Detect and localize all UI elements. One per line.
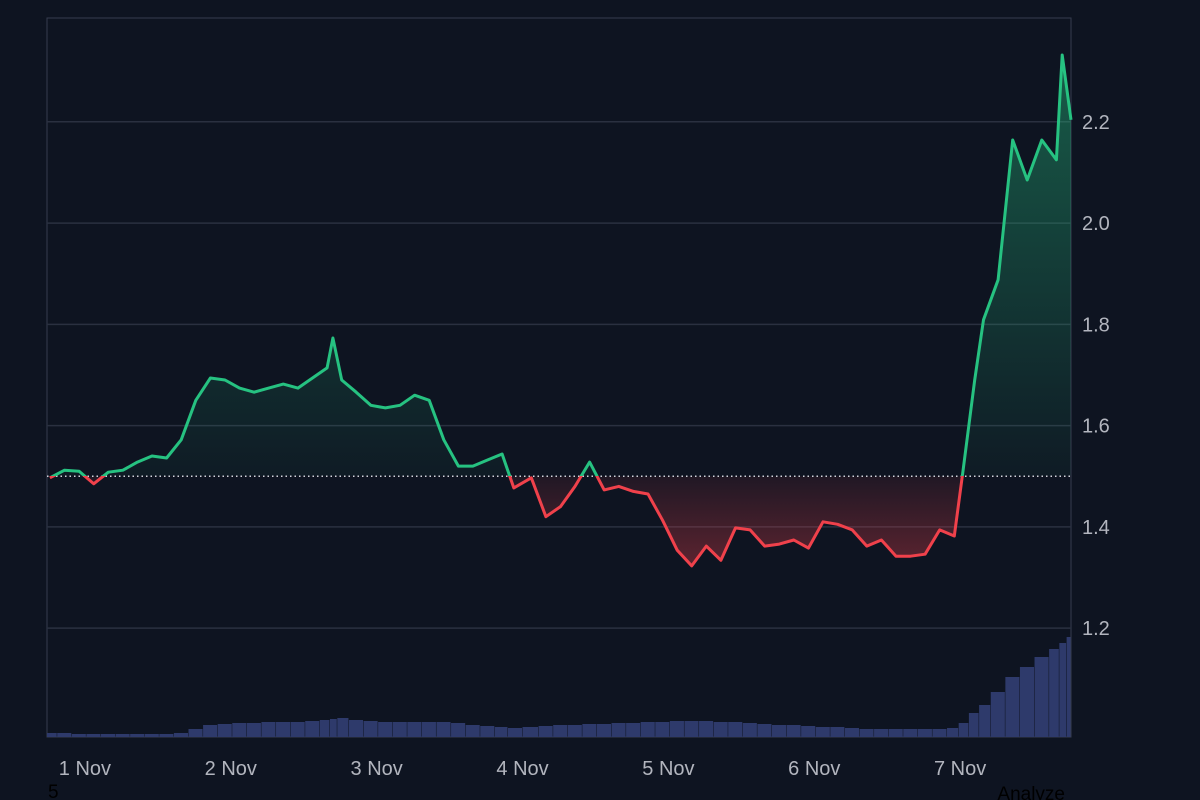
volume-bar bbox=[57, 733, 72, 737]
volume-bar bbox=[815, 727, 830, 737]
volume-bar bbox=[669, 721, 684, 737]
volume-bar bbox=[1066, 637, 1071, 737]
volume-bar bbox=[1049, 649, 1059, 737]
volume-bar bbox=[874, 729, 889, 737]
volume-bar bbox=[144, 734, 159, 737]
volume-bar bbox=[968, 713, 979, 737]
volume-bar bbox=[276, 722, 291, 737]
volume-bar bbox=[979, 705, 991, 737]
x-tick-label: 1 Nov bbox=[59, 758, 111, 780]
volume-bar bbox=[494, 727, 508, 737]
volume-bar bbox=[465, 725, 480, 737]
volume-bar bbox=[71, 734, 86, 737]
volume-bar bbox=[407, 722, 422, 737]
volume-bar bbox=[436, 722, 451, 737]
volume-bar bbox=[203, 725, 218, 737]
x-tick-label: 6 Nov bbox=[788, 758, 840, 780]
volume-bar bbox=[626, 723, 641, 737]
plot-frame bbox=[46, 17, 1072, 738]
volume-bar bbox=[801, 726, 816, 737]
volume-bar bbox=[47, 733, 57, 737]
volume-bar bbox=[305, 721, 320, 737]
volume-bar bbox=[261, 722, 276, 737]
y-tick-label: 1.2 bbox=[1082, 618, 1110, 640]
volume-bar bbox=[728, 722, 743, 737]
volume-bar bbox=[958, 723, 969, 737]
volume-bar bbox=[947, 728, 959, 737]
volume-bar bbox=[1059, 643, 1067, 737]
volume-bar bbox=[553, 725, 568, 737]
volume-bar bbox=[507, 728, 523, 737]
volume-bar bbox=[378, 722, 393, 737]
price-line bbox=[49, 53, 1073, 568]
volume-bar bbox=[786, 725, 801, 737]
volume-bar bbox=[1034, 657, 1049, 737]
volume-bar bbox=[1019, 667, 1035, 737]
volume-bar bbox=[611, 723, 626, 737]
volume-bar bbox=[392, 722, 407, 737]
volume-bar bbox=[173, 733, 188, 737]
volume-bar bbox=[742, 723, 757, 737]
volume-bar bbox=[1005, 677, 1020, 737]
volume-bar bbox=[903, 729, 918, 737]
y-tick-label: 2.2 bbox=[1082, 112, 1110, 134]
volume-bar bbox=[917, 729, 932, 737]
volume-bar bbox=[130, 734, 145, 737]
volume-bar bbox=[932, 729, 947, 737]
volume-bar bbox=[640, 722, 655, 737]
y-tick-label: 1.8 bbox=[1082, 314, 1110, 336]
volume-bar bbox=[538, 726, 553, 737]
volume-bar bbox=[596, 724, 612, 737]
y-tick-label: 1.6 bbox=[1082, 416, 1110, 438]
volume-bar bbox=[363, 721, 378, 737]
volume-bar bbox=[990, 692, 1005, 737]
volume-bar bbox=[582, 724, 597, 737]
volume-bar bbox=[771, 725, 787, 737]
volume-bar bbox=[757, 724, 772, 737]
volume-bar bbox=[713, 722, 728, 737]
volume-bar bbox=[100, 734, 116, 737]
volume-bar bbox=[684, 721, 699, 737]
volume-bar bbox=[699, 721, 714, 737]
price-area bbox=[49, 55, 1071, 566]
volume-bar bbox=[86, 734, 101, 737]
y-tick-label: 2.0 bbox=[1082, 213, 1110, 235]
volume-bar bbox=[888, 729, 903, 737]
x-tick-label: 3 Nov bbox=[351, 758, 403, 780]
volume-bar bbox=[844, 728, 859, 737]
volume-bar bbox=[159, 734, 174, 737]
x-tick-label: 4 Nov bbox=[496, 758, 548, 780]
volume-bar bbox=[188, 729, 203, 737]
y-tick-label: 1.4 bbox=[1082, 517, 1110, 539]
x-tick-label: 5 Nov bbox=[642, 758, 694, 780]
volume-bar bbox=[480, 726, 495, 737]
analyze-button[interactable]: Analyze bbox=[997, 784, 1065, 800]
volume-bar bbox=[337, 718, 349, 737]
volume-bar bbox=[290, 722, 305, 737]
volume-bar bbox=[246, 723, 261, 737]
volume-bar bbox=[329, 719, 337, 737]
volume-bar bbox=[232, 723, 247, 737]
volume-bar bbox=[655, 722, 670, 737]
volume-bar bbox=[348, 720, 364, 737]
volume-bar bbox=[859, 729, 874, 737]
volume-bar bbox=[567, 725, 582, 737]
volume-bar bbox=[522, 727, 539, 737]
volume-bar bbox=[451, 723, 466, 737]
volume-bar bbox=[830, 727, 845, 737]
footer-left: 5 bbox=[48, 782, 59, 800]
volume-bar bbox=[421, 722, 436, 737]
x-tick-label: 7 Nov bbox=[934, 758, 986, 780]
volume-bar bbox=[319, 720, 330, 737]
x-tick-label: 2 Nov bbox=[205, 758, 257, 780]
volume-bar bbox=[217, 724, 232, 737]
volume-bar bbox=[115, 734, 130, 737]
